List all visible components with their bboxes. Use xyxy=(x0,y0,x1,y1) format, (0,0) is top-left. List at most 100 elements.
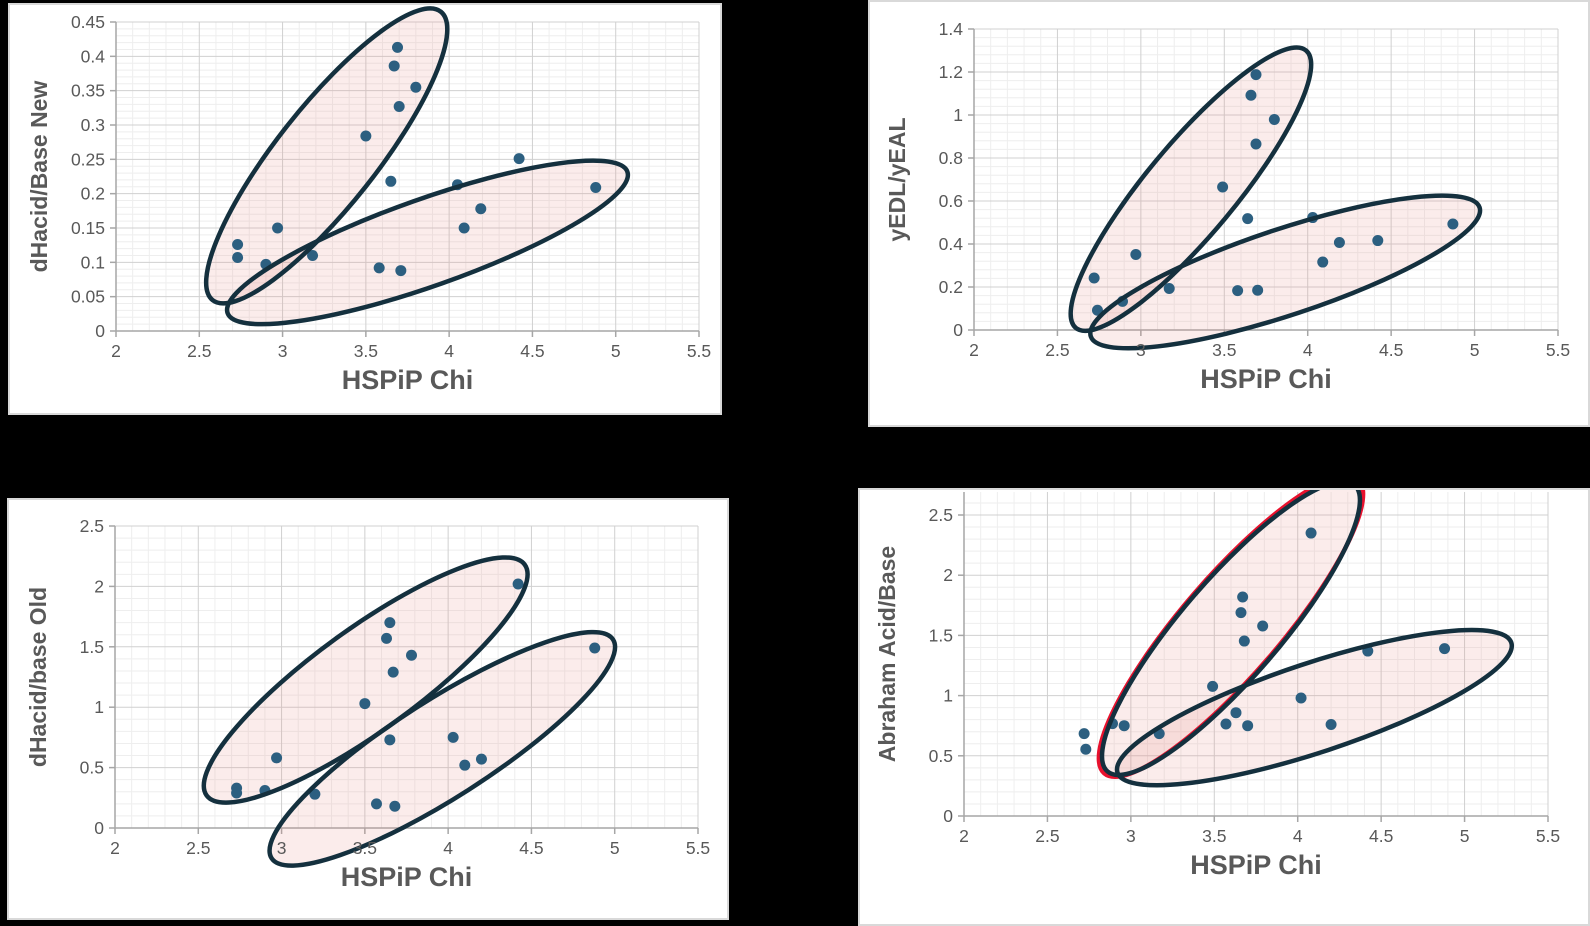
cluster-ellipse-outline xyxy=(224,158,631,327)
chart-dhacid-base-old: 2 2.5 3 3.5 4 4.5 5 5.5 0 0.5 1 1.5 2 2.5 HSPiP Chi dHa… xyxy=(7,498,729,920)
y-tick-label: 0 xyxy=(943,806,953,826)
x-tick-label: 5.5 xyxy=(1546,340,1570,360)
data-point xyxy=(392,41,404,53)
y-tick-label: 0.8 xyxy=(939,148,963,168)
chart-yedl-yeal: 2 2.5 3 3.5 4 4.5 5 5.5 0 0.2 0.4 0.6 0.8 1 1.2 1.4 HSPi… xyxy=(868,0,1590,427)
x-tick-label: 2 xyxy=(959,826,969,846)
data-point xyxy=(590,181,602,193)
data-point xyxy=(388,60,400,72)
data-point xyxy=(1252,284,1264,296)
y-tick-label: 0.35 xyxy=(71,81,105,101)
x-tick-label: 5.5 xyxy=(686,838,710,858)
y-tick-label: 0.2 xyxy=(939,277,963,297)
y-tick-label: 1.5 xyxy=(80,637,104,657)
data-point xyxy=(385,175,397,187)
chart-svg: 2 2.5 3 3.5 4 4.5 5 5.5 0 0.05 0.1 0.15 0.2 0.25 0.3 0.… xyxy=(26,6,711,395)
x-tick-label: 3 xyxy=(277,838,287,858)
y-tick-label: 0.1 xyxy=(81,252,105,272)
y-tick-label: 2.5 xyxy=(80,516,104,536)
x-tick-label: 3.5 xyxy=(1202,826,1226,846)
data-point xyxy=(1325,718,1337,730)
x-tick-label: 4 xyxy=(1293,826,1303,846)
data-point xyxy=(589,642,601,654)
x-tick-label: 3 xyxy=(1126,826,1136,846)
data-point xyxy=(1317,256,1329,268)
data-point xyxy=(475,203,487,215)
data-point xyxy=(307,249,319,261)
data-point xyxy=(1080,743,1092,755)
x-tick-label: 2.5 xyxy=(1045,340,1069,360)
x-axis-title: HSPiP Chi xyxy=(341,862,473,892)
x-axis-title: HSPiP Chi xyxy=(342,365,474,395)
cluster-ellipse-fill xyxy=(1070,47,1312,331)
data-point xyxy=(1257,620,1269,632)
data-point xyxy=(395,265,407,277)
chart-abraham-acid-base: 2 2.5 3 3.5 4 4.5 5 5.5 0 0.5 1 1.5 2 2.5 HSPiP Chi Abr… xyxy=(858,488,1590,926)
gridlines-minor xyxy=(115,526,698,828)
data-point xyxy=(389,800,401,812)
y-axis-title: Abraham Acid/Base xyxy=(874,546,900,762)
y-tick-label: 1 xyxy=(953,105,963,125)
x-tick-label: 4.5 xyxy=(520,341,544,361)
y-tick-label: 1.5 xyxy=(929,625,953,645)
x-tick-label: 4 xyxy=(1303,340,1313,360)
chart-svg: 2 2.5 3 3.5 4 4.5 5 5.5 0 0.2 0.4 0.6 0.8 1 1.2 1.4 HSPi… xyxy=(884,19,1570,394)
tick-labels: 2 2.5 3 3.5 4 4.5 5 5.5 0 0.2 0.4 0.6 0.8 1 1.2 1.4 xyxy=(939,19,1570,360)
chart-svg: 2 2.5 3 3.5 4 4.5 5 5.5 0 0.5 1 1.5 2 2.5 HSPiP Chi dHa… xyxy=(25,516,710,892)
data-point xyxy=(384,617,396,629)
data-point xyxy=(1078,728,1090,740)
x-tick-label: 5 xyxy=(610,838,620,858)
data-point xyxy=(405,649,417,661)
cluster-ellipse-outline xyxy=(1114,627,1515,788)
y-tick-label: 2 xyxy=(943,565,953,585)
axes xyxy=(958,492,1549,822)
data-point xyxy=(1372,235,1384,247)
x-axis-title: HSPiP Chi xyxy=(1200,364,1332,394)
y-tick-label: 0 xyxy=(95,321,105,341)
y-tick-label: 0.15 xyxy=(71,218,105,238)
y-tick-label: 1.4 xyxy=(939,19,964,39)
data-point xyxy=(513,153,525,165)
x-tick-label: 4 xyxy=(443,838,453,858)
y-tick-label: 0 xyxy=(953,320,963,340)
x-tick-label: 2 xyxy=(111,341,121,361)
x-tick-label: 2 xyxy=(969,340,979,360)
data-point xyxy=(1237,591,1249,603)
y-tick-label: 1.2 xyxy=(939,62,963,82)
data-point xyxy=(1118,720,1130,732)
data-point xyxy=(1268,114,1280,126)
y-tick-label: 0 xyxy=(94,818,104,838)
cluster-ellipse-outline xyxy=(1068,45,1314,334)
data-point xyxy=(1250,138,1262,150)
x-tick-label: 4 xyxy=(444,341,454,361)
cluster-ellipse-fill xyxy=(206,8,448,304)
data-point xyxy=(1295,692,1307,704)
x-tick-label: 5.5 xyxy=(687,341,711,361)
data-point xyxy=(1305,527,1317,539)
y-tick-label: 0.4 xyxy=(939,234,964,254)
y-tick-label: 0.2 xyxy=(81,184,105,204)
cluster-ellipse-fill xyxy=(227,160,628,325)
x-tick-label: 5.5 xyxy=(1536,826,1560,846)
x-tick-label: 3 xyxy=(278,341,288,361)
data-point xyxy=(232,252,244,264)
x-tick-label: 2.5 xyxy=(1035,826,1059,846)
data-point xyxy=(232,238,244,250)
tick-labels: 2 2.5 3 3.5 4 4.5 5 5.5 0 0.05 0.1 0.15 0.2 0.25 0.3 0.… xyxy=(71,12,711,361)
data-point xyxy=(1245,89,1257,101)
cluster-ellipse-fill xyxy=(203,557,528,803)
x-tick-label: 4.5 xyxy=(1379,340,1403,360)
data-point xyxy=(1163,283,1175,295)
gridlines-minor xyxy=(974,29,1558,330)
data-points xyxy=(1078,527,1451,755)
data-point xyxy=(359,698,371,710)
y-tick-label: 0.5 xyxy=(80,758,104,778)
y-tick-label: 0.45 xyxy=(71,12,105,32)
y-axis-title: dHacid/Base New xyxy=(26,81,52,273)
x-tick-label: 2.5 xyxy=(187,341,211,361)
cluster-ellipse-outline xyxy=(1099,490,1363,778)
cluster-ellipse-fill xyxy=(1117,630,1512,786)
data-point xyxy=(458,222,470,234)
y-tick-label: 0.05 xyxy=(71,287,105,307)
